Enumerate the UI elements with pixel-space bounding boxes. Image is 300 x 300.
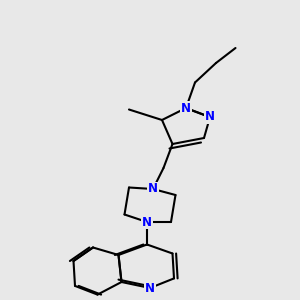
Text: N: N (148, 182, 158, 196)
Text: N: N (181, 101, 191, 115)
Text: N: N (145, 281, 155, 295)
Text: N: N (142, 215, 152, 229)
Text: N: N (205, 110, 215, 124)
